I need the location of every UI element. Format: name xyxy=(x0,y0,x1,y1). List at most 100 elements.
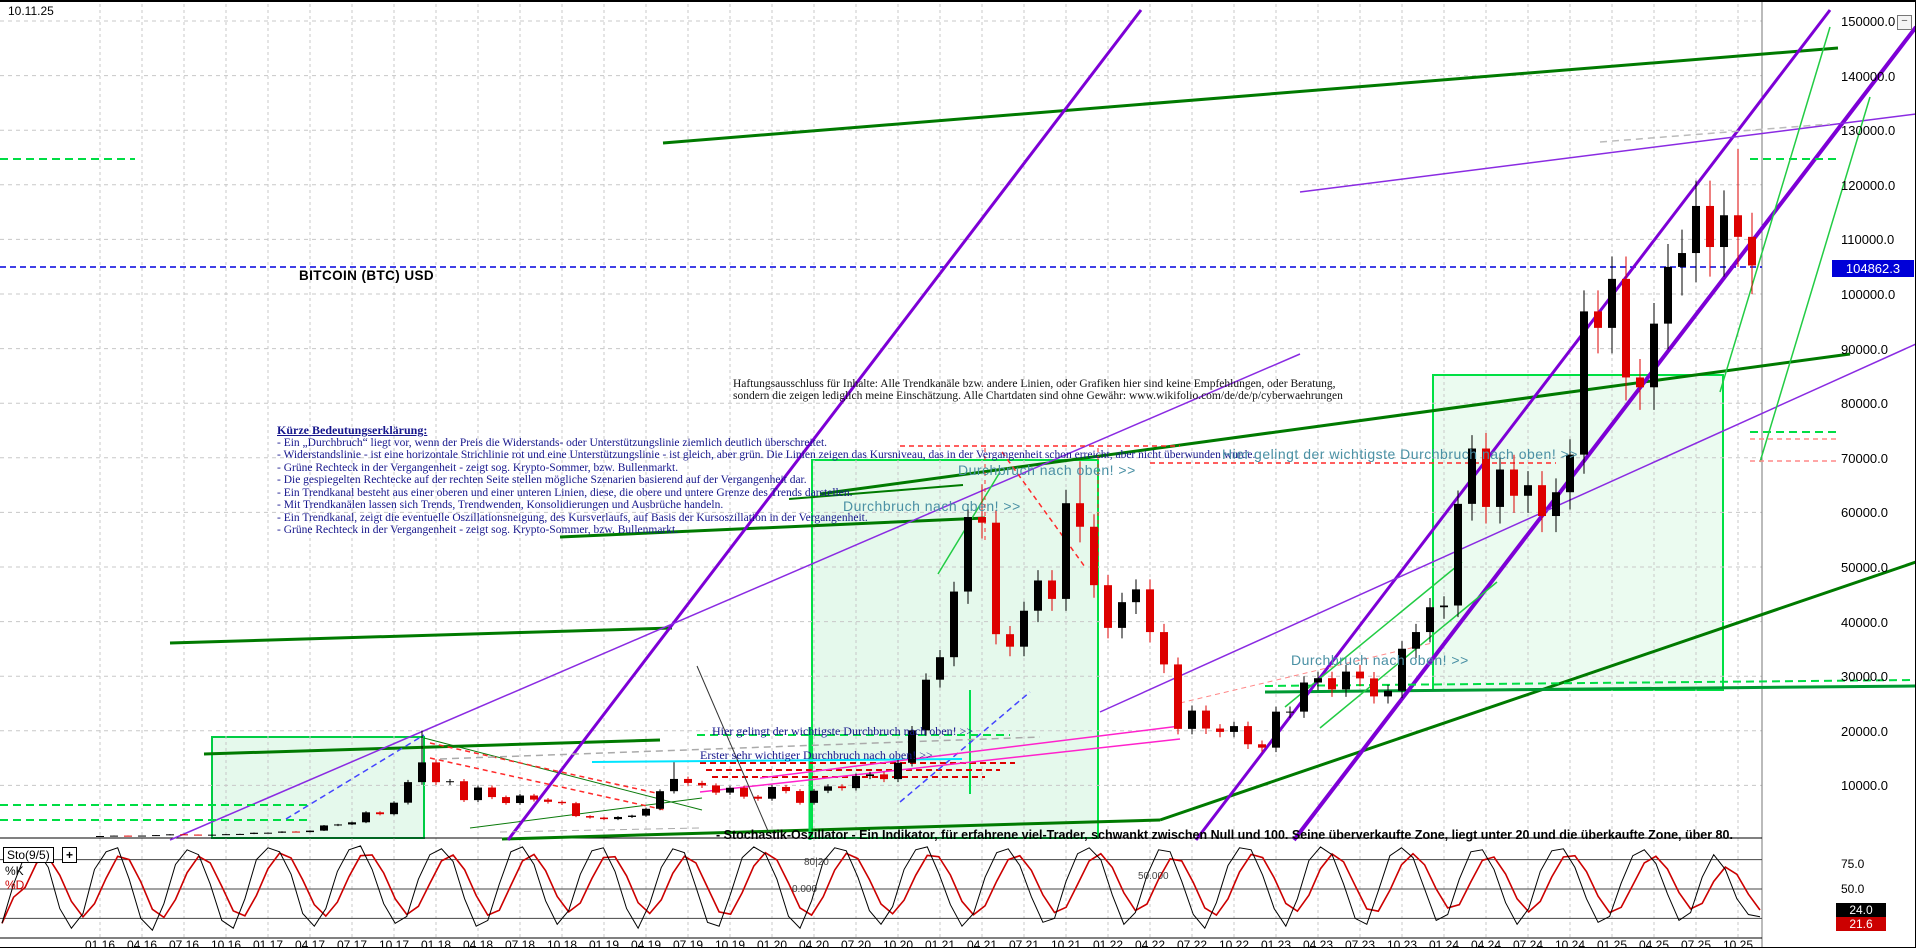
candle-body xyxy=(362,812,370,823)
candle-body xyxy=(488,787,496,798)
candle-body xyxy=(1580,311,1588,455)
x-axis-label: 01 21 xyxy=(924,938,956,948)
candle-body xyxy=(558,801,566,804)
stochastic-k-line xyxy=(1,845,1761,932)
osc-k-value-badge: 24.0 xyxy=(1836,903,1886,917)
legend-line: - Grüne Rechteck in der Vergangenheit - … xyxy=(277,524,679,536)
x-axis-label: 01 19 xyxy=(588,938,620,948)
candle-body xyxy=(1258,744,1266,748)
candle-body xyxy=(880,774,888,780)
candle-body xyxy=(1734,215,1742,237)
x-axis-label: 10 17 xyxy=(378,938,410,948)
x-axis-label: 01 23 xyxy=(1260,938,1292,948)
candle-body xyxy=(1384,690,1392,697)
osc-d-value-badge: 21.6 xyxy=(1836,917,1886,931)
candle-body xyxy=(1076,503,1084,527)
candle-body xyxy=(110,835,118,837)
candle-body xyxy=(306,830,314,833)
trend-line xyxy=(1292,25,1915,842)
candle-body xyxy=(1272,711,1280,748)
candle-body xyxy=(1174,664,1182,729)
scenario-box-2024 xyxy=(1432,374,1724,691)
candle-body xyxy=(852,776,860,789)
stochastic-indicator-label[interactable]: Sto(9/5) xyxy=(3,847,54,863)
candle-body xyxy=(796,791,804,803)
trend-line xyxy=(788,484,964,500)
candle-body xyxy=(530,795,538,800)
candle-body xyxy=(502,797,510,804)
candle-body xyxy=(572,803,580,817)
trend-line xyxy=(499,827,701,833)
legend-block: Kürze Bedeutungserklärung: - Ein „Durchb… xyxy=(277,424,1255,537)
x-axis-label: 10 22 xyxy=(1218,938,1250,948)
x-axis-label: 07 24 xyxy=(1512,938,1544,948)
y-axis-label: 110000.0 xyxy=(1841,232,1895,248)
x-axis-label: 04 18 xyxy=(462,938,494,948)
anno-durchbruch-3: Durchbruch nach oben! >> xyxy=(1291,652,1469,668)
candle-body xyxy=(152,835,160,837)
y-axis-label: 30000.0 xyxy=(1841,669,1888,685)
candle-body xyxy=(586,816,594,818)
x-axis-label: 01 22 xyxy=(1092,938,1124,948)
chart-date: 10.11.25 xyxy=(8,4,54,18)
candle-body xyxy=(1356,671,1364,679)
candle-body xyxy=(1230,726,1238,732)
candle-body xyxy=(740,787,748,797)
trend-line xyxy=(423,737,703,811)
x-axis-label: 10 23 xyxy=(1386,938,1418,948)
trend-line xyxy=(429,742,666,796)
candle-body xyxy=(1090,526,1098,586)
candle-body xyxy=(964,517,972,592)
trend-line xyxy=(899,691,1031,803)
candle-body xyxy=(656,791,664,809)
legend-title: Kürze Bedeutungserklärung: xyxy=(277,423,428,437)
candle-body xyxy=(418,762,426,783)
legend-line: - Grüne Rechteck in der Vergangenheit - … xyxy=(277,461,679,474)
candle-body xyxy=(1720,215,1728,248)
trend-line xyxy=(1179,642,1433,704)
osc-inline-label: 80|20 xyxy=(804,857,829,868)
trend-line xyxy=(506,9,1143,841)
trend-line xyxy=(1319,581,1498,729)
candle-body xyxy=(1020,610,1028,647)
candle-body xyxy=(1538,485,1546,517)
legend-line: - Widerstandslinie - ist eine horizontal… xyxy=(277,449,1256,461)
x-axis-label: 04 17 xyxy=(294,938,326,948)
candle-body xyxy=(544,799,552,802)
trend-line xyxy=(1001,451,1086,568)
y-axis-label: 130000.0 xyxy=(1841,123,1896,139)
y-axis-label: 80000.0 xyxy=(1841,396,1888,412)
x-axis-label: 10 24 xyxy=(1554,938,1586,948)
candle-body xyxy=(1216,728,1224,732)
candle-body xyxy=(670,778,678,792)
candle-body xyxy=(1104,585,1112,628)
x-axis-label: 07 25 xyxy=(1680,938,1712,948)
y-axis-label: 10000.0 xyxy=(1841,778,1888,794)
candle-body xyxy=(278,831,286,833)
y-axis-label: 120000.0 xyxy=(1841,177,1896,193)
add-indicator-icon[interactable]: + xyxy=(62,847,78,863)
candle-body xyxy=(208,834,216,836)
x-axis-label: 04 21 xyxy=(966,938,998,948)
candle-body xyxy=(124,835,132,837)
x-axis-label: 10 18 xyxy=(546,938,578,948)
candle-body xyxy=(782,786,790,792)
candle-body xyxy=(810,790,818,803)
y-axis-label: 20000.0 xyxy=(1841,723,1888,739)
x-axis-label: 07 21 xyxy=(1008,938,1040,948)
x-axis-label: 01 20 xyxy=(756,938,788,948)
x-axis-label: 10 20 xyxy=(882,938,914,948)
candle-body xyxy=(1622,278,1630,378)
trend-line xyxy=(699,738,1181,793)
y-axis-label: 70000.0 xyxy=(1841,450,1888,466)
x-axis-label: 04 22 xyxy=(1134,938,1166,948)
candle-body xyxy=(866,774,874,777)
trend-line xyxy=(559,516,986,539)
trend-line xyxy=(285,734,425,820)
candle-body xyxy=(1286,711,1294,713)
collapse-icon[interactable]: − xyxy=(1897,15,1912,30)
candle-body xyxy=(96,835,104,837)
x-axis-label: 04 24 xyxy=(1470,938,1502,948)
trend-line xyxy=(662,46,1839,145)
